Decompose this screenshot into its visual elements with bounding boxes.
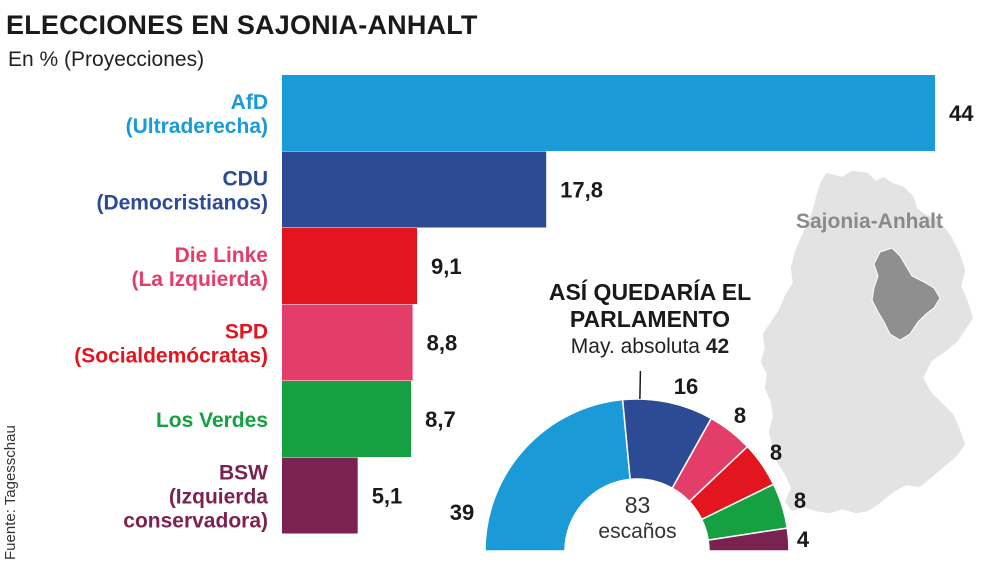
majority-line: May. absoluta 42 bbox=[520, 335, 780, 359]
sajonia-anhalt-region bbox=[871, 247, 941, 341]
bar-category-label: SPD (Socialdemócratas) bbox=[74, 321, 268, 368]
parliament-title: ASÍ QUEDARÍA EL PARLAMENTO bbox=[548, 279, 752, 332]
bar-category-label: CDU (Democristianos) bbox=[96, 168, 268, 215]
bar-value-label: 9,1 bbox=[431, 254, 462, 279]
majority-value: 42 bbox=[705, 335, 730, 358]
seat-value-label: 16 bbox=[674, 374, 698, 399]
bar-5 bbox=[282, 457, 358, 534]
bar-3 bbox=[282, 304, 413, 381]
bar-4 bbox=[282, 381, 412, 457]
majority-marker bbox=[639, 371, 642, 400]
bar-value-label: 17,8 bbox=[560, 178, 603, 203]
bar-chart: 44 AfD (Ultraderecha) 17,8 CDU (Democristiano… bbox=[74, 75, 974, 534]
bar-category-label: AfD (Ultraderecha) bbox=[126, 91, 268, 138]
bar-value-label: 8,8 bbox=[427, 331, 458, 356]
germany-outline bbox=[759, 169, 975, 515]
majority-label: May. absoluta bbox=[570, 335, 700, 358]
bar-value-label: 5,1 bbox=[372, 484, 403, 509]
bar-value-label: 8,7 bbox=[425, 407, 456, 432]
germany-map bbox=[759, 169, 975, 515]
bar-1 bbox=[282, 151, 547, 228]
bar-category-label: BSW (Izquierda conservadora) bbox=[123, 462, 268, 533]
bar-category-label: Los Verdes bbox=[156, 409, 268, 432]
map-region-label: Sajonia-Anhalt bbox=[796, 210, 944, 233]
seat-value-label: 8 bbox=[794, 488, 806, 513]
seat-slice-5 bbox=[707, 527, 790, 552]
seat-value-label: 8 bbox=[734, 403, 746, 428]
total-seats: 83 bbox=[624, 492, 651, 518]
seat-value-label: 8 bbox=[770, 440, 782, 465]
seat-slice-0 bbox=[484, 398, 632, 552]
seat-value-label: 39 bbox=[450, 500, 474, 525]
seat-value-label: 4 bbox=[797, 527, 810, 552]
bar-0 bbox=[282, 75, 935, 151]
chart-subtitle: En % (Proyecciones) bbox=[8, 48, 205, 71]
total-seats-label: escaños bbox=[598, 520, 677, 543]
chart-title: ELECCIONES EN SAJONIA-ANHALT bbox=[6, 10, 478, 40]
bar-value-label: 44 bbox=[949, 101, 974, 126]
bar-category-label: Die Linke (La Izquierda) bbox=[131, 244, 268, 291]
bar-2 bbox=[282, 228, 418, 304]
